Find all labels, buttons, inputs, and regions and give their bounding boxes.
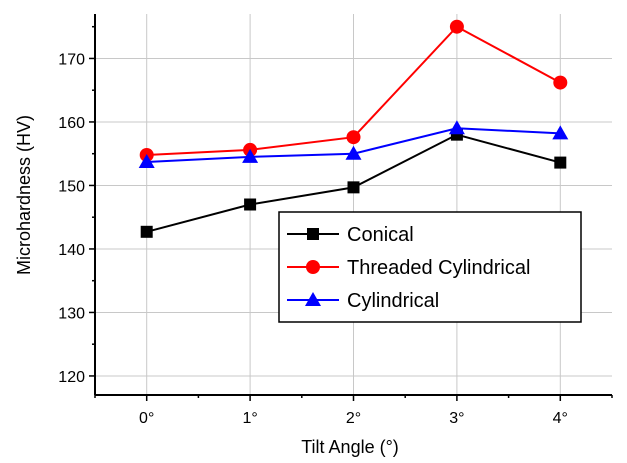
series-cylindrical [138,120,569,168]
y-tick-label: 150 [58,178,85,195]
data-point [346,130,361,145]
x-tick-label: 0° [139,410,154,427]
legend-item: Threaded Cylindrical [287,257,530,279]
y-tick-label: 120 [58,369,85,386]
legend-marker [306,260,320,274]
series-layer [138,19,569,238]
data-point [140,225,153,238]
y-tick-label: 140 [58,242,85,259]
legend: Conical Threaded Cylindrical Cylindrical [278,211,582,323]
data-point [345,145,362,160]
axes: 120 130 140 150 160 170 0° 1° 2° 3° 4° [58,14,613,427]
legend-label: Threaded Cylindrical [347,257,530,279]
data-point [347,181,360,194]
x-tick-label: 2° [346,410,361,427]
y-tick-label: 130 [58,305,85,322]
data-point [448,120,465,135]
legend-item: Conical [287,224,414,246]
legend-label: Conical [347,224,414,246]
y-axis-title: Microhardness (HV) [14,115,34,275]
legend-item: Cylindrical [287,290,439,312]
data-point [138,153,155,168]
x-tick-label: 4° [553,410,568,427]
data-point [449,19,464,34]
legend-marker [305,292,321,306]
data-point [553,75,568,90]
x-axis-title: Tilt Angle (°) [301,437,399,457]
data-point [554,156,567,169]
data-point [242,148,259,163]
x-tick-label: 3° [449,410,464,427]
y-tick-label: 170 [58,51,85,68]
y-tick-label: 160 [58,115,85,132]
data-point [552,125,569,140]
grid-lines [95,14,612,395]
x-tick-label: 1° [242,410,257,427]
data-point [244,198,257,211]
legend-marker [307,228,319,240]
legend-label: Cylindrical [347,290,439,312]
